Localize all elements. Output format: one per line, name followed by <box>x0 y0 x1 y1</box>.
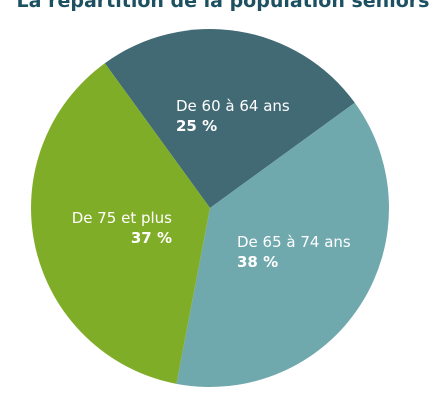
pie-slice-75-plus <box>31 63 211 384</box>
slice-label-75-plus: De 75 et plus <box>72 209 172 227</box>
slice-label-65-74: De 65 à 74 ans <box>237 233 351 251</box>
pie-slice-65-74 <box>176 102 389 387</box>
pie-slice-60-64 <box>104 29 355 208</box>
chart-title: La répartition de la population seniors <box>16 0 430 12</box>
slice-value-65-74: 38 % <box>237 253 278 271</box>
pie-labels: De 60 à 64 ans 25 % De 65 à 74 ans 38 % De 7… <box>72 97 351 271</box>
slice-value-60-64: 25 % <box>176 117 217 135</box>
slice-label-60-64: De 60 à 64 ans <box>176 97 290 115</box>
pie-slices <box>31 29 389 387</box>
slice-value-75-plus: 37 % <box>131 229 172 247</box>
